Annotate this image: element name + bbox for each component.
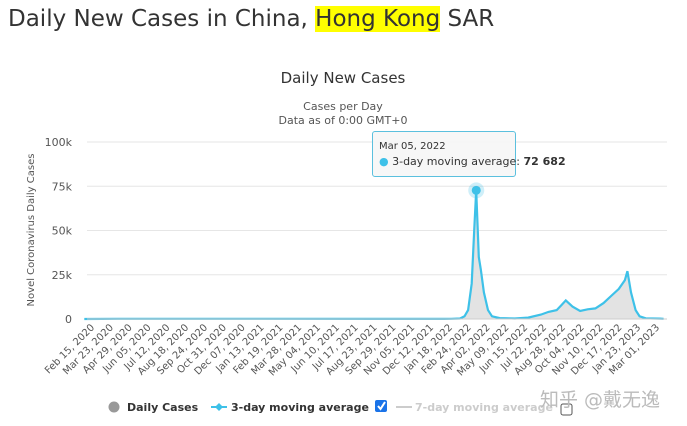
legend-3day-marker-icon (215, 403, 223, 411)
title-prefix: Daily New Cases in China, (8, 6, 316, 32)
watermark: 知乎 @戴无逸 (540, 389, 661, 411)
tooltip-date: Mar 05, 2022 (379, 141, 446, 152)
moving-average-line (84, 190, 664, 321)
chart-subtitle: Cases per Day (303, 100, 383, 113)
tooltip-series: 3-day moving average: (392, 155, 524, 168)
y-tick-label: 50k (52, 225, 73, 238)
y-tick-label: 100k (45, 136, 73, 149)
y-tick-label: 25k (52, 269, 73, 282)
y-tick-label: 0 (65, 313, 72, 326)
tooltip: Mar 05, 2022 ● 3-day moving average: 72 … (372, 131, 566, 177)
tooltip-value: 72 682 (523, 155, 566, 168)
title-suffix: SAR (440, 6, 495, 32)
check-icon (377, 401, 386, 411)
y-tick-label: 75k (52, 180, 73, 193)
legend-7day-checkbox[interactable] (560, 403, 573, 416)
legend-daily-cases[interactable]: Daily Cases (127, 401, 199, 414)
tooltip-dot-icon: ● (379, 155, 389, 168)
hover-point (471, 185, 481, 195)
legend-3day-average[interactable]: 3-day moving average (231, 401, 369, 414)
legend-3day-checkbox[interactable] (375, 400, 387, 412)
page-title: Daily New Cases in China, Hong Kong SAR (8, 6, 494, 32)
legend-daily-cases-icon[interactable] (108, 401, 120, 413)
legend-7day-average[interactable]: 7-day moving average (415, 401, 553, 414)
daily-cases-area (84, 190, 664, 319)
y-axis-label: Novel Coronavirus Daily Cases (26, 154, 37, 307)
chart-title: Daily New Cases (281, 69, 406, 87)
chart-subtitle-date: Data as of 0:00 GMT+0 (279, 114, 408, 127)
title-highlight: Hong Kong (315, 6, 441, 32)
